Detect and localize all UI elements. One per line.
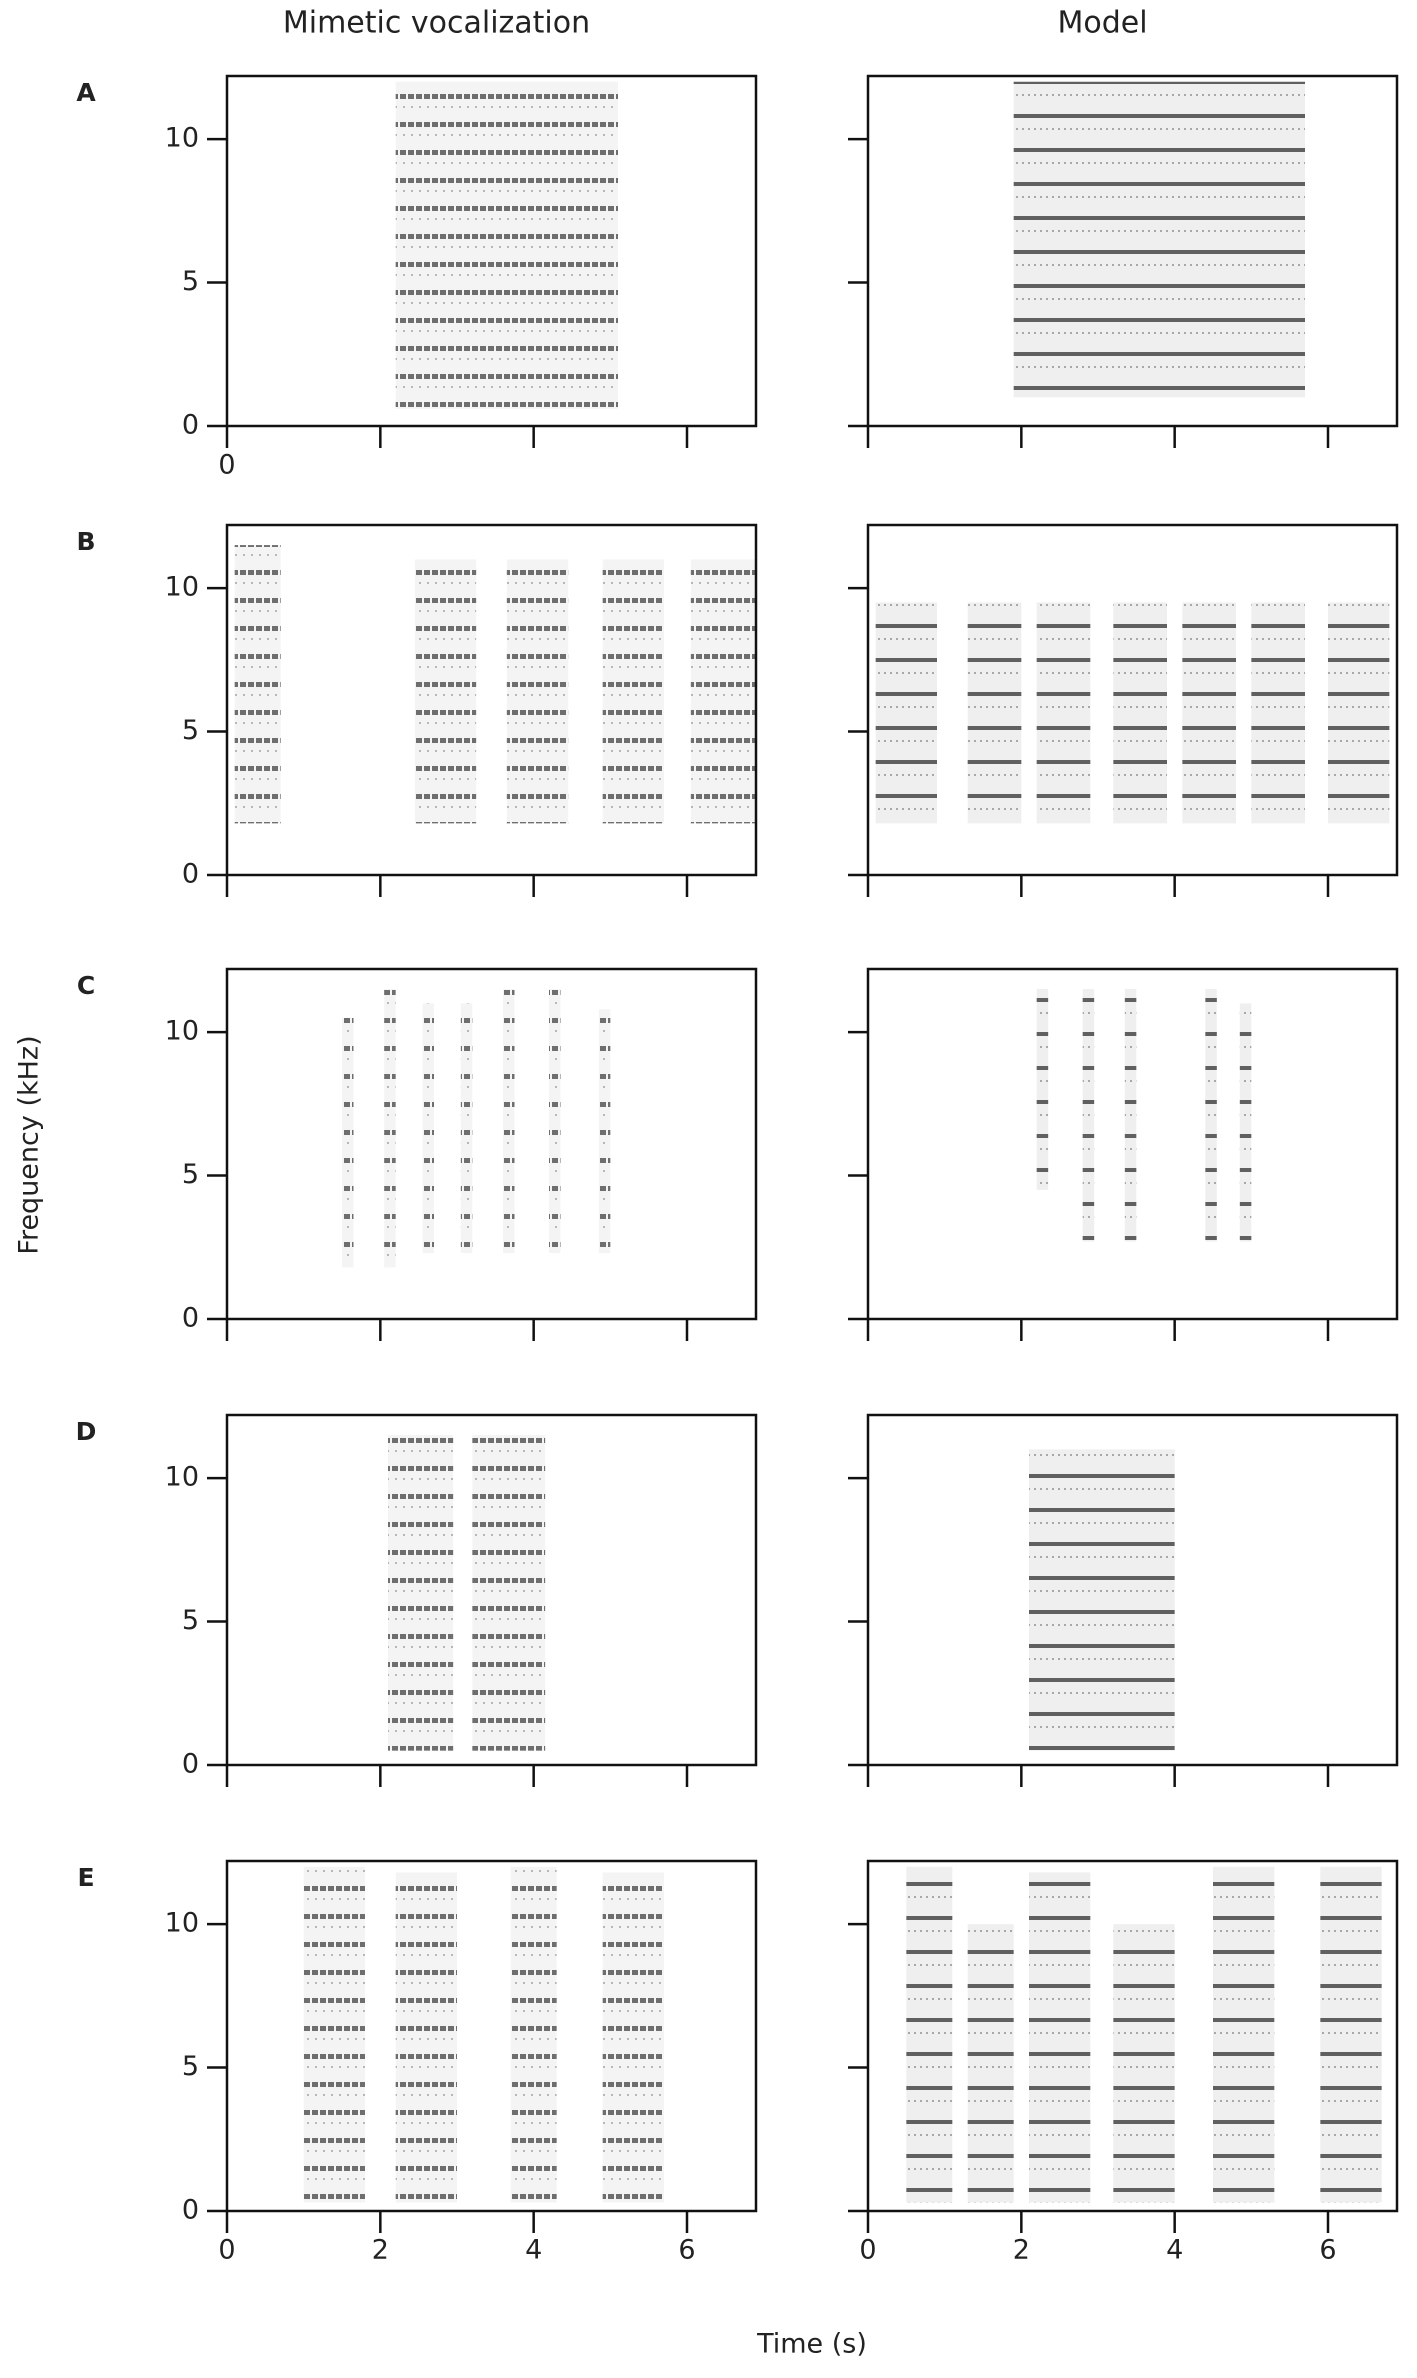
panel-letter: B <box>76 527 95 556</box>
y-tick-label: 5 <box>182 1159 199 1190</box>
spectrogram-event <box>395 81 618 409</box>
spectrogram-event <box>1036 989 1049 1190</box>
x-tick-label: 0 <box>218 450 235 481</box>
spectrogram-event <box>303 1866 365 2203</box>
panel-letter: A <box>76 78 96 107</box>
spectrogram-event <box>602 1872 664 2203</box>
spectrogram-event <box>1239 1003 1252 1242</box>
plot-frame <box>225 523 758 877</box>
spectrogram-event <box>1113 1924 1175 2203</box>
x-tick-label: 4 <box>525 2235 542 2266</box>
spectrogram-event <box>234 545 281 824</box>
y-tick-label: 5 <box>182 715 199 746</box>
spectrogram-event <box>967 1924 1014 2203</box>
plot-frame <box>225 74 758 428</box>
y-tick-label: 10 <box>165 1016 199 1047</box>
column-title: Model <box>1057 6 1147 41</box>
spectrogram-event <box>1213 1866 1275 2203</box>
spectrogram-event <box>906 1866 953 2203</box>
spectrogram-event <box>1182 602 1236 824</box>
y-axis-label: Frequency (kHz) <box>14 1035 45 1254</box>
x-tick-label: 0 <box>859 2235 876 2266</box>
spectrogram-event <box>395 1872 457 2203</box>
y-tick-label: 10 <box>165 572 199 603</box>
spectrogram-event <box>1013 81 1305 398</box>
x-tick-label: 6 <box>1319 2235 1336 2266</box>
y-tick-label: 5 <box>182 266 199 297</box>
spectrogram-event <box>506 559 569 824</box>
spectrogram-event <box>1036 602 1091 824</box>
spectrogram-event <box>602 559 664 824</box>
plot-frame <box>225 1859 758 2213</box>
spectrogram-event <box>598 1009 611 1254</box>
plot-frame <box>866 523 1399 877</box>
spectrogram-event <box>1113 602 1167 824</box>
spectrogram-event <box>1029 1449 1175 1751</box>
spectrogram-event <box>510 1866 557 2203</box>
spectrogram-event <box>422 1003 434 1254</box>
y-tick-label: 10 <box>165 123 199 154</box>
y-tick-label: 0 <box>182 2195 199 2226</box>
spectrogram-event <box>414 559 477 824</box>
column-title: Mimetic vocalization <box>283 6 590 41</box>
plot-frame <box>225 967 758 1321</box>
spectrogram-event <box>472 1435 546 1751</box>
plot-frame <box>866 1413 1399 1767</box>
spectrogram-event <box>1320 1866 1382 2203</box>
y-tick-label: 0 <box>182 1749 199 1780</box>
x-tick-label: 0 <box>218 2235 235 2266</box>
panel-letter: C <box>77 971 95 1000</box>
panel-letter: D <box>76 1417 97 1446</box>
y-tick-label: 0 <box>182 410 199 441</box>
spectrogram-event <box>1251 602 1305 824</box>
spectrogram-event <box>549 989 561 1254</box>
plot-frame <box>866 967 1399 1321</box>
spectrogram-event <box>388 1435 454 1751</box>
spectrogram-event <box>1124 989 1137 1242</box>
y-tick-label: 10 <box>165 1908 199 1939</box>
spectrogram-event <box>342 1017 354 1268</box>
y-tick-label: 10 <box>165 1462 199 1493</box>
y-tick-label: 5 <box>182 1605 199 1636</box>
spectrogram-event <box>1328 602 1390 824</box>
x-tick-label: 2 <box>1013 2235 1030 2266</box>
x-tick-label: 6 <box>678 2235 695 2266</box>
plot-frame <box>866 1859 1399 2213</box>
spectrogram-event <box>875 602 937 824</box>
spectrogram-event <box>460 1003 473 1254</box>
spectrogram-event <box>690 559 756 824</box>
spectrogram-event <box>1029 1872 1091 2203</box>
y-tick-label: 0 <box>182 1303 199 1334</box>
x-axis-label: Time (s) <box>756 2329 867 2360</box>
plot-frame <box>866 74 1399 428</box>
spectrogram-event <box>384 989 396 1268</box>
x-tick-label: 4 <box>1166 2235 1183 2266</box>
spectrogram-event <box>1082 989 1095 1242</box>
spectrogram-event <box>1205 989 1217 1242</box>
plot-frame <box>225 1413 758 1767</box>
y-tick-label: 0 <box>182 859 199 890</box>
spectrogram-event <box>503 989 515 1254</box>
y-tick-label: 5 <box>182 2051 199 2082</box>
panel-letter: E <box>77 1863 94 1892</box>
x-tick-label: 2 <box>372 2235 389 2266</box>
spectrogram-event <box>967 602 1022 824</box>
